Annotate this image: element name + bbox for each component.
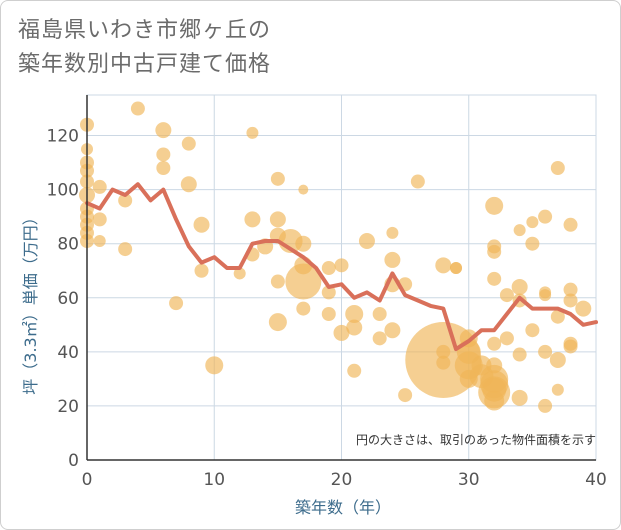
data-bubble: [384, 322, 401, 339]
y-tick-label: 60: [57, 289, 79, 309]
data-bubble: [450, 262, 463, 275]
data-bubble: [551, 383, 564, 396]
x-tick-label: 40: [585, 470, 607, 490]
data-bubble: [485, 196, 504, 215]
bubble-size-note: 円の大きさは、取引のあった物件面積を示す: [356, 432, 596, 447]
data-bubble: [550, 161, 565, 175]
data-bubble: [539, 289, 552, 302]
y-tick-label: 0: [68, 451, 79, 471]
data-bubble: [484, 390, 505, 411]
data-bubble: [205, 356, 224, 375]
data-bubble: [386, 226, 399, 239]
data-bubble: [487, 271, 502, 286]
data-bubble: [525, 236, 540, 251]
data-bubble: [398, 388, 413, 403]
data-bubble: [92, 179, 107, 194]
data-bubble: [563, 293, 578, 308]
data-bubble: [194, 263, 209, 278]
data-bubble: [471, 355, 492, 376]
x-tick-label: 20: [331, 470, 353, 490]
x-tick-label: 30: [458, 470, 480, 490]
data-bubble: [156, 147, 171, 162]
data-bubble: [345, 305, 364, 323]
data-bubble: [295, 235, 312, 252]
y-tick-label: 40: [57, 343, 79, 363]
chart-title: 福島県いわき市郷ヶ丘の 築年数別中古戸建て価格: [18, 14, 271, 82]
data-bubble: [575, 300, 592, 317]
data-bubble: [269, 211, 286, 228]
data-bubble: [487, 244, 502, 259]
data-bubble: [372, 307, 387, 321]
data-bubble: [321, 261, 336, 276]
data-bubble: [512, 347, 527, 362]
title-line-2: 築年数別中古戸建て価格: [18, 52, 272, 77]
data-bubble: [92, 212, 107, 227]
data-bubble: [268, 313, 287, 332]
data-bubble: [93, 235, 106, 247]
data-bubble: [372, 331, 387, 346]
data-bubble: [298, 184, 309, 195]
data-bubble: [296, 301, 311, 316]
data-bubble: [358, 233, 375, 249]
y-tick-label: 100: [47, 181, 79, 201]
data-bubble: [563, 217, 578, 232]
average-line-layer: [85, 182, 598, 352]
data-bubble: [246, 126, 259, 139]
data-bubble: [550, 309, 565, 324]
x-axis-label: 築年数（年）: [295, 498, 391, 517]
x-tick-label: 10: [203, 470, 225, 490]
y-tick-label: 80: [57, 235, 79, 255]
data-bubble: [549, 351, 566, 368]
data-bubble: [436, 355, 451, 370]
x-tick-label: 0: [82, 470, 93, 490]
data-bubble: [538, 344, 553, 359]
average-price-line: [85, 182, 598, 352]
data-bubble: [347, 363, 362, 378]
data-bubble: [333, 324, 350, 341]
data-bubble: [270, 171, 285, 186]
data-bubble: [526, 216, 539, 229]
title-line-1: 福島県いわき市郷ヶ丘の: [18, 18, 272, 43]
data-bubble: [321, 307, 336, 321]
data-bubble: [513, 224, 526, 237]
data-bubble: [118, 242, 133, 257]
data-bubble: [181, 136, 196, 151]
data-bubble: [270, 274, 285, 289]
data-bubble: [563, 282, 578, 297]
data-bubble: [156, 161, 171, 175]
data-bubble: [180, 176, 197, 193]
data-bubble: [384, 251, 401, 268]
bubble-layer: [79, 101, 592, 413]
data-bubble: [499, 288, 514, 303]
data-bubble: [487, 336, 502, 351]
data-bubble: [155, 122, 172, 139]
data-bubble: [563, 339, 578, 354]
data-bubble: [436, 344, 451, 359]
data-bubble: [511, 389, 528, 406]
data-bubble: [525, 323, 540, 338]
data-bubble: [511, 278, 528, 295]
data-bubble: [538, 398, 553, 413]
data-bubble: [346, 319, 363, 336]
data-bubble: [499, 331, 514, 346]
y-tick-label: 20: [57, 397, 79, 417]
data-bubble: [193, 216, 210, 233]
data-bubble: [233, 267, 246, 280]
data-bubble: [169, 296, 184, 311]
axes: 0 20 40 60 80 100 120 0 10 20 30 40: [47, 95, 607, 490]
data-bubble: [285, 263, 322, 300]
data-bubble: [486, 357, 503, 374]
y-tick-label: 120: [47, 127, 79, 147]
data-bubble: [118, 193, 133, 208]
data-bubble: [410, 174, 425, 189]
data-bubble: [321, 285, 336, 300]
data-bubble: [435, 257, 452, 274]
data-bubble: [130, 101, 145, 116]
data-bubble: [334, 258, 349, 273]
y-axis-label: 坪（3.3㎡）単価（万円）: [21, 209, 40, 394]
data-bubble: [244, 211, 261, 228]
data-bubble: [538, 209, 553, 224]
data-bubble: [459, 369, 478, 388]
